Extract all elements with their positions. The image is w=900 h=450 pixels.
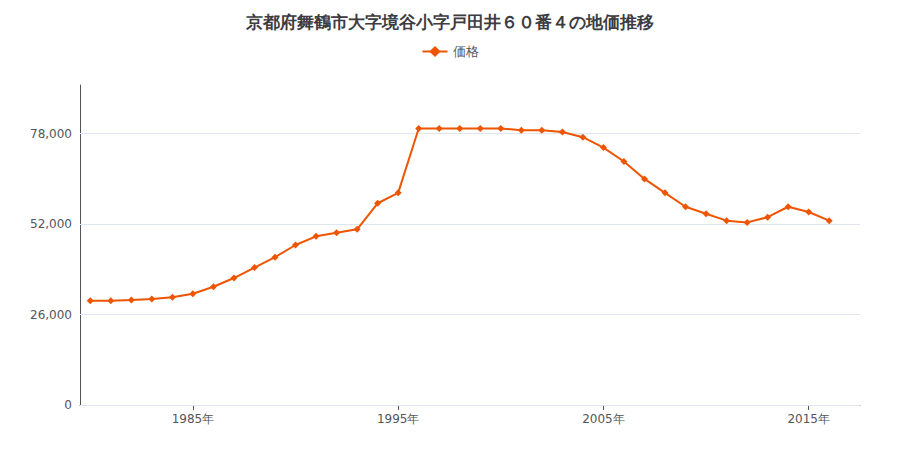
- svg-text:26,000: 26,000: [30, 308, 72, 322]
- svg-text:2015年: 2015年: [787, 412, 830, 426]
- svg-text:価格: 価格: [453, 44, 479, 59]
- svg-text:78,000: 78,000: [30, 127, 72, 141]
- svg-text:1995年: 1995年: [377, 412, 420, 426]
- svg-text:1985年: 1985年: [172, 412, 215, 426]
- svg-text:2005年: 2005年: [582, 412, 625, 426]
- svg-text:京都府舞鶴市大字境谷小字戸田井６０番４の地価推移: 京都府舞鶴市大字境谷小字戸田井６０番４の地価推移: [245, 12, 654, 32]
- svg-text:0: 0: [64, 398, 72, 412]
- svg-text:52,000: 52,000: [30, 217, 72, 231]
